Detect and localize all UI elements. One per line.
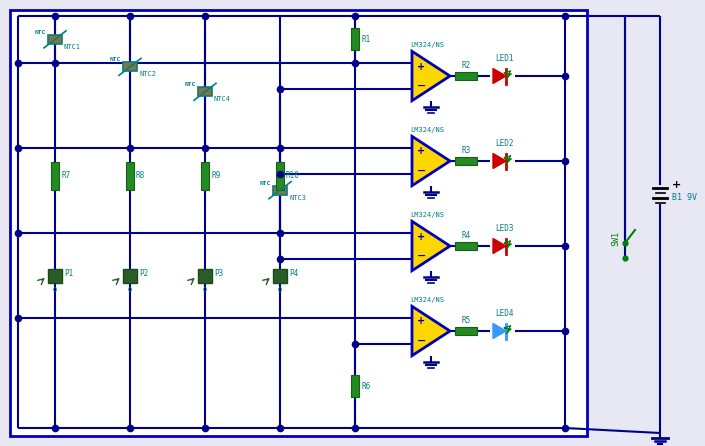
Polygon shape (493, 69, 506, 83)
Bar (455, 157, 477, 165)
Text: O: O (203, 287, 207, 293)
Text: SW1: SW1 (611, 231, 620, 245)
Text: +: + (417, 231, 425, 241)
Text: O: O (128, 287, 132, 293)
Text: LM324/NS: LM324/NS (410, 127, 444, 133)
Bar (351, 375, 359, 397)
Text: O: O (53, 287, 57, 293)
Bar (276, 162, 284, 190)
Text: NTC1: NTC1 (64, 44, 81, 50)
Text: −: − (417, 251, 427, 260)
Text: −: − (417, 165, 427, 175)
Text: LED2: LED2 (496, 139, 514, 148)
Bar (198, 87, 212, 96)
Text: NTC: NTC (185, 83, 196, 87)
Text: LED1: LED1 (496, 54, 514, 63)
Text: B1 9V: B1 9V (672, 194, 697, 202)
Bar (455, 242, 477, 250)
Text: LM324/NS: LM324/NS (410, 297, 444, 303)
Polygon shape (412, 221, 450, 271)
Text: R2: R2 (461, 61, 471, 70)
Text: R3: R3 (461, 146, 471, 155)
Text: NTC4: NTC4 (214, 96, 231, 102)
Text: R7: R7 (61, 172, 70, 181)
Text: R4: R4 (461, 231, 471, 240)
Text: +: + (672, 180, 681, 190)
Text: O: O (278, 287, 282, 293)
Bar (10, 10, 587, 436)
Bar (351, 29, 359, 50)
Text: LM324/NS: LM324/NS (410, 42, 444, 48)
Bar (10, 10, 587, 436)
Bar (273, 186, 287, 195)
Text: −: − (417, 80, 427, 91)
Text: NTC: NTC (110, 58, 121, 62)
Text: +: + (417, 146, 425, 157)
Bar (48, 35, 62, 44)
Text: NTC: NTC (259, 181, 271, 186)
Bar (273, 269, 287, 283)
Text: −: − (417, 335, 427, 346)
Bar (48, 269, 62, 283)
Bar (201, 162, 209, 190)
Polygon shape (493, 153, 506, 169)
Bar (126, 162, 134, 190)
Text: R5: R5 (461, 316, 471, 325)
Polygon shape (412, 51, 450, 101)
Text: R10: R10 (286, 172, 300, 181)
Polygon shape (412, 136, 450, 186)
Text: P4: P4 (289, 269, 298, 278)
Text: P2: P2 (139, 269, 148, 278)
Text: P3: P3 (214, 269, 223, 278)
Text: NTC2: NTC2 (139, 71, 156, 77)
Polygon shape (493, 239, 506, 253)
Text: R1: R1 (361, 35, 370, 44)
Text: LM324/NS: LM324/NS (410, 212, 444, 218)
Polygon shape (412, 306, 450, 356)
Text: +: + (417, 62, 425, 71)
Text: P1: P1 (64, 269, 73, 278)
Bar (455, 72, 477, 80)
Bar (198, 269, 212, 283)
Text: LED3: LED3 (496, 224, 514, 233)
Text: LED4: LED4 (496, 309, 514, 318)
Text: R6: R6 (361, 382, 370, 391)
Bar (455, 327, 477, 335)
Text: +: + (417, 317, 425, 326)
Bar (51, 162, 59, 190)
Bar (123, 62, 137, 71)
Text: R8: R8 (136, 172, 145, 181)
Text: NTC3: NTC3 (289, 195, 306, 201)
Bar (123, 269, 137, 283)
Text: R9: R9 (211, 172, 220, 181)
Text: NTC: NTC (35, 30, 46, 35)
Polygon shape (493, 323, 506, 339)
